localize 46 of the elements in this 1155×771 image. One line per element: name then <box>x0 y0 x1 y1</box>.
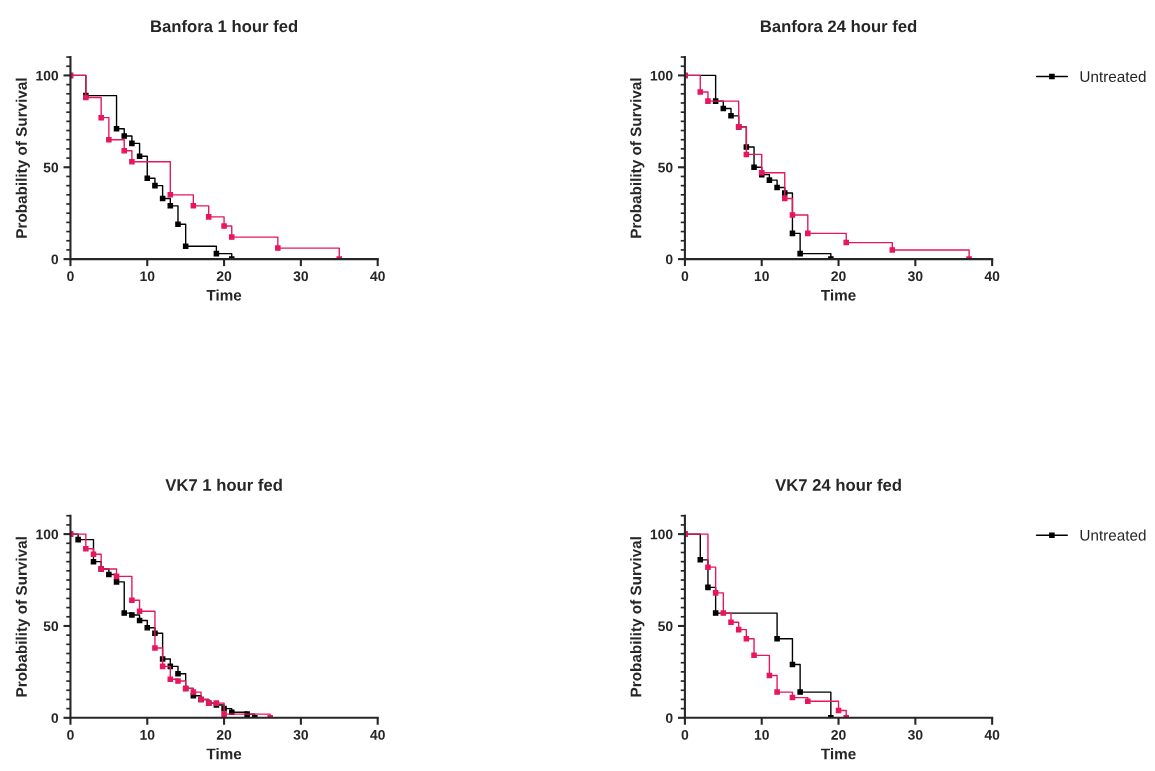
y-tick-label: 50 <box>43 162 59 173</box>
x-tick-label: 20 <box>216 271 232 282</box>
y-tick-label: 0 <box>665 254 673 265</box>
chart-title: VK7 1 hour fed <box>165 478 282 491</box>
legend-label: Untreated <box>1080 70 1146 83</box>
y-tick-label: 0 <box>51 254 59 265</box>
x-axis-title: Time <box>206 748 242 760</box>
y-tick-label: 100 <box>36 529 59 540</box>
x-tick-label: 0 <box>67 271 74 282</box>
x-tick-label: 20 <box>831 271 846 282</box>
y-axis-title: Probability of Survival <box>15 78 30 238</box>
y-tick-label: 100 <box>650 529 673 540</box>
chart-title: Banfora 24 hour fed <box>760 19 917 33</box>
chart-title: Banfora 1 hour fed <box>151 19 298 33</box>
x-tick-label: 40 <box>984 271 1000 282</box>
x-tick-label: 10 <box>754 729 769 740</box>
x-axis-title: Time <box>206 289 242 301</box>
x-tick-label: 20 <box>216 729 232 740</box>
y-tick-label: 100 <box>650 70 673 81</box>
x-tick-label: 30 <box>907 729 923 740</box>
y-axis-title: Probability of Survival <box>630 78 645 238</box>
x-tick-label: 40 <box>984 729 1000 740</box>
y-tick-label: 100 <box>36 70 59 81</box>
y-tick-label: 50 <box>43 621 59 632</box>
chart-title: VK7 24 hour fed <box>775 478 901 491</box>
y-tick-label: 50 <box>658 162 673 173</box>
y-tick-label: 50 <box>658 621 673 632</box>
x-tick-label: 20 <box>831 729 846 740</box>
x-tick-label: 10 <box>754 271 769 282</box>
x-axis-title: Time <box>821 748 856 760</box>
y-axis-title: Probability of Survival <box>15 537 30 697</box>
x-tick-label: 40 <box>370 271 385 282</box>
x-tick-label: 30 <box>293 729 309 740</box>
x-tick-label: 0 <box>67 729 74 740</box>
x-tick-label: 10 <box>140 271 155 282</box>
x-axis-title: Time <box>821 289 856 301</box>
y-tick-label: 0 <box>51 713 59 723</box>
x-tick-label: 30 <box>293 271 309 282</box>
legend-label: Untreated <box>1080 529 1146 541</box>
x-tick-label: 10 <box>140 729 155 740</box>
x-tick-label: 0 <box>681 729 689 740</box>
x-tick-label: 0 <box>681 271 689 282</box>
x-tick-label: 40 <box>370 729 385 740</box>
y-tick-label: 0 <box>665 713 673 723</box>
y-axis-title: Probability of Survival <box>630 537 645 697</box>
x-tick-label: 30 <box>907 271 923 282</box>
